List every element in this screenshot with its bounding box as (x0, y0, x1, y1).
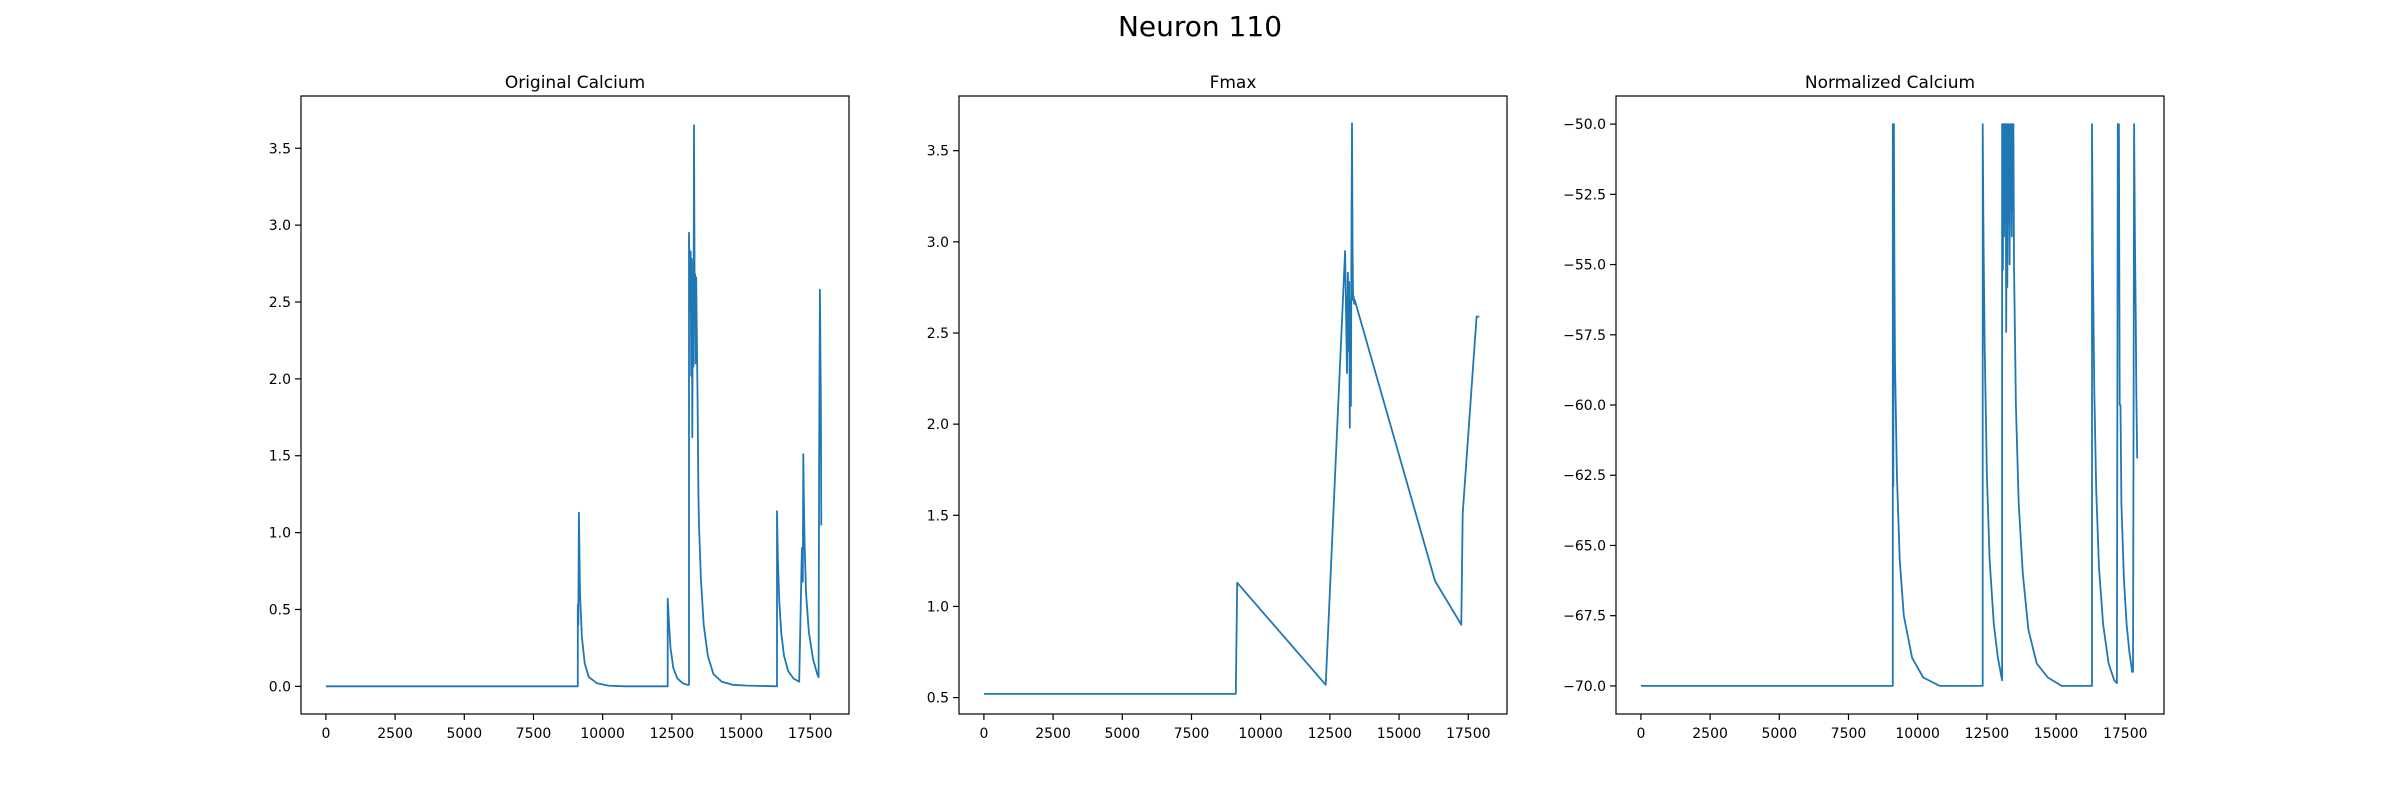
x-tick-label: 12500 (1965, 726, 2010, 742)
y-tick-label: 0.0 (269, 679, 291, 695)
chart-title: Normalized Calcium (1805, 73, 1975, 93)
y-tick-label: −50.0 (1563, 117, 1606, 133)
x-tick-label: 5000 (1104, 726, 1140, 742)
y-tick-label: −55.0 (1563, 258, 1606, 274)
chart-title: Original Calcium (505, 73, 645, 93)
chart-normalized-calcium: Normalized Calcium 0 2500 5000 7500 10000 1250… (1563, 73, 2165, 742)
y-tick-label: −52.5 (1563, 187, 1606, 203)
series-line (325, 124, 823, 688)
chart-original-calcium: Original Calcium 0 2500 5000 7500 10000 12500 1… (269, 73, 850, 742)
plot-frame (958, 95, 1508, 715)
chart-title: Fmax (1210, 73, 1257, 93)
x-tick-label: 10000 (580, 726, 625, 742)
y-tick-label: −57.5 (1563, 328, 1606, 344)
chart-fmax: Fmax 0 2500 5000 7500 10000 12500 15000 17500 0.5… (927, 73, 1508, 742)
y-tick-label: 3.0 (269, 218, 291, 234)
series-line (1640, 123, 2139, 687)
y-tick-label: −67.5 (1563, 609, 1606, 625)
y-tick-label: 0.5 (269, 602, 291, 618)
series-line (983, 122, 1480, 695)
y-tick-label: 2.5 (927, 326, 949, 342)
y-tick-label: 1.5 (927, 508, 949, 524)
y-tick-label: 3.5 (269, 141, 291, 157)
x-tick-label: 10000 (1895, 726, 1940, 742)
plot-frame (300, 95, 850, 715)
x-tick-label: 17500 (788, 726, 833, 742)
x-tick-label: 5000 (1761, 726, 1797, 742)
y-tick-label: 1.0 (269, 526, 291, 542)
y-tick-label: 1.5 (269, 449, 291, 465)
y-tick-label: −60.0 (1563, 398, 1606, 414)
x-tick-label: 15000 (2034, 726, 2079, 742)
y-tick-label: 1.0 (927, 599, 949, 615)
figure-title: Neuron 110 (1117, 10, 1283, 43)
x-tick-label: 17500 (2103, 726, 2148, 742)
x-tick-label: 0 (321, 726, 330, 742)
x-tick-label: 0 (1636, 726, 1645, 742)
y-tick-label: 0.5 (927, 691, 949, 707)
x-tick-label: 2500 (377, 726, 413, 742)
x-tick-label: 7500 (1831, 726, 1867, 742)
x-tick-label: 15000 (719, 726, 764, 742)
y-tick-label: 2.0 (269, 372, 291, 388)
plot-frame (1615, 95, 2165, 715)
x-tick-label: 15000 (1377, 726, 1422, 742)
x-tick-label: 2500 (1692, 726, 1728, 742)
y-tick-label: 3.0 (927, 235, 949, 251)
y-tick-label: 3.5 (927, 144, 949, 160)
y-tick-label: −70.0 (1563, 679, 1606, 695)
y-tick-label: 2.5 (269, 295, 291, 311)
y-tick-label: −65.0 (1563, 538, 1606, 554)
x-tick-label: 7500 (516, 726, 552, 742)
x-tick-label: 5000 (446, 726, 482, 742)
x-tick-label: 10000 (1238, 726, 1283, 742)
x-tick-label: 7500 (1174, 726, 1210, 742)
x-tick-label: 0 (979, 726, 988, 742)
y-tick-label: −62.5 (1563, 468, 1606, 484)
x-tick-label: 17500 (1446, 726, 1491, 742)
x-tick-label: 12500 (650, 726, 695, 742)
y-tick-label: 2.0 (927, 417, 949, 433)
x-tick-label: 2500 (1035, 726, 1071, 742)
x-tick-label: 12500 (1308, 726, 1353, 742)
